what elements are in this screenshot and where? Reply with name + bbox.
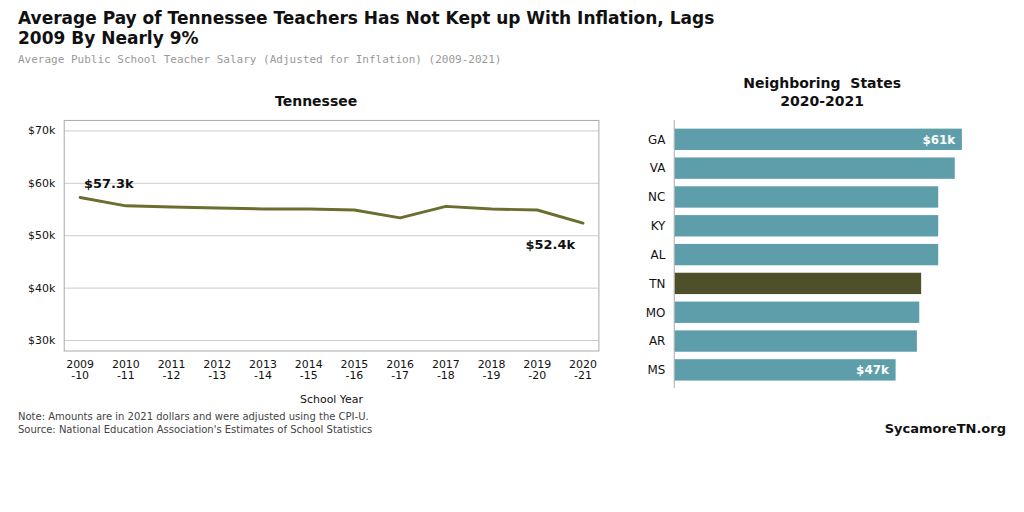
svg-text:KY: KY xyxy=(651,219,666,233)
svg-text:2012-13: 2012-13 xyxy=(203,358,231,382)
svg-text:2009-10: 2009-10 xyxy=(66,358,94,382)
svg-text:MS: MS xyxy=(648,363,666,377)
svg-text:$57.3k: $57.3k xyxy=(84,176,134,191)
svg-text:$60k: $60k xyxy=(28,177,56,190)
svg-text:$50k: $50k xyxy=(28,229,56,242)
svg-text:VA: VA xyxy=(650,162,666,176)
svg-text:$47k: $47k xyxy=(856,363,890,377)
svg-text:$70k: $70k xyxy=(28,125,56,138)
svg-text:NC: NC xyxy=(648,190,665,204)
svg-text:2019-20: 2019-20 xyxy=(523,358,551,382)
html-text:Tennessee: Tennessee xyxy=(275,93,358,109)
svg-text:2010-11: 2010-11 xyxy=(112,358,140,382)
svg-text:2013-14: 2013-14 xyxy=(249,358,277,382)
svg-text:2020-21: 2020-21 xyxy=(569,358,597,382)
svg-text:2017-18: 2017-18 xyxy=(432,358,460,382)
html-text:SycamoreTN.org: SycamoreTN.org xyxy=(884,421,1006,437)
html-text:Neighboring States 2020-2021: Neighboring States 2020-2021 xyxy=(743,74,901,109)
svg-text:$61k: $61k xyxy=(923,133,957,147)
svg-text:2015-16: 2015-16 xyxy=(341,358,369,382)
svg-text:$52.4k: $52.4k xyxy=(526,237,576,252)
svg-text:2018-19: 2018-19 xyxy=(478,358,506,382)
svg-text:$30k: $30k xyxy=(28,334,56,347)
svg-text:TN: TN xyxy=(648,277,665,291)
html-text:Average Pay of Tennessee Teach: Average Pay of Tennessee Teachers Has No… xyxy=(18,8,715,49)
svg-text:2014-15: 2014-15 xyxy=(295,358,323,382)
svg-text:2016-17: 2016-17 xyxy=(386,358,414,382)
svg-text:$40k: $40k xyxy=(28,282,56,295)
html-text:Note: Amounts are in 2021 doll: Note: Amounts are in 2021 dollars and we… xyxy=(18,411,373,436)
svg-text:GA: GA xyxy=(648,133,666,147)
html-text:Average Public School Teacher: Average Public School Teacher Salary (Ad… xyxy=(18,52,502,66)
svg-text:AL: AL xyxy=(651,248,666,262)
svg-text:MO: MO xyxy=(646,306,666,320)
svg-text:School Year: School Year xyxy=(300,393,363,406)
svg-text:AR: AR xyxy=(649,335,665,349)
svg-text:2011-12: 2011-12 xyxy=(158,358,186,382)
